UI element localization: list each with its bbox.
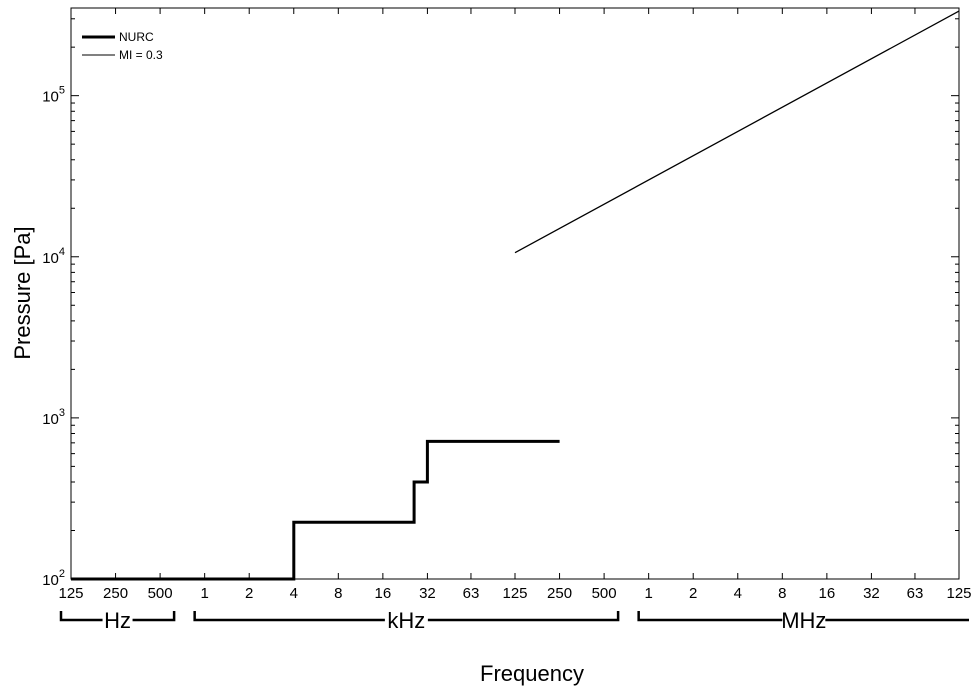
x-tick-label: 8 <box>334 585 342 602</box>
x-axis-title: Frequency <box>480 661 584 686</box>
x-tick-label: 32 <box>863 585 880 602</box>
x-tick-label: 8 <box>778 585 786 602</box>
x-tick-label: 500 <box>592 585 617 602</box>
unit-label-2: MHz <box>781 608 826 633</box>
x-tick-label: 4 <box>734 585 742 602</box>
unit-groups: Hz kHz MHz <box>59 608 969 633</box>
unit-label-1: kHz <box>387 608 425 633</box>
x-tick-label: 1 <box>200 585 208 602</box>
y-tick-label: 104 <box>42 246 65 267</box>
legend-label-nurc: NURC <box>119 30 154 44</box>
unit-bracket-2 <box>637 611 969 622</box>
y-tick-label: 102 <box>42 568 65 589</box>
unit-bracket-1 <box>193 611 620 622</box>
x-tick-label: 1 <box>644 585 652 602</box>
series-layer <box>71 10 960 581</box>
legend-label-mi: MI = 0.3 <box>119 48 163 62</box>
x-tick-label: 125 <box>946 585 971 602</box>
x-tick-label: 63 <box>907 585 924 602</box>
x-tick-label: 32 <box>419 585 436 602</box>
x-tick-label: 250 <box>103 585 128 602</box>
x-tick-label: 16 <box>819 585 836 602</box>
series-line-1 <box>514 10 960 254</box>
x-tick-label: 250 <box>547 585 572 602</box>
unit-bracket-0 <box>59 611 176 622</box>
x-tick-label: 63 <box>463 585 480 602</box>
y-tick-label: 105 <box>42 85 65 106</box>
x-tick-label: 125 <box>58 585 83 602</box>
series-line-0 <box>71 439 560 581</box>
legend: NURC MI = 0.3 <box>82 30 163 62</box>
y-axis-title: Pressure [Pa] <box>10 226 35 359</box>
x-tick-label: 2 <box>245 585 253 602</box>
x-tick-label: 500 <box>148 585 173 602</box>
x-tick-label: 4 <box>290 585 298 602</box>
x-tick-label: 16 <box>375 585 392 602</box>
y-tick-label: 103 <box>42 407 65 428</box>
plot-area <box>70 7 960 580</box>
unit-label-0: Hz <box>104 608 131 633</box>
x-tick-label: 125 <box>502 585 527 602</box>
y-axis-ticks: 102 103 104 105 <box>42 18 959 589</box>
x-axis-ticks: 125 250 500 1 2 4 8 16 32 63 125 250 500 1 2 4 8 16 32 63 12… <box>58 8 971 602</box>
x-tick-label: 2 <box>689 585 697 602</box>
